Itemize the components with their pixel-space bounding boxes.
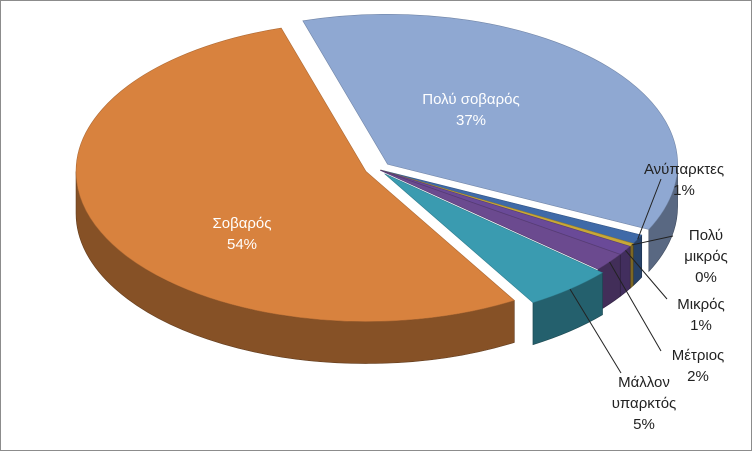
slice-label-polu-mikros-name-2: μικρός [684, 248, 728, 265]
slice-label-metrios-name: Μέτριος [671, 347, 725, 364]
slice-label-anyparktes-value: 1% [673, 182, 695, 199]
leader-line-ανύπαρκτες [637, 178, 662, 240]
slice-label-mallon-yparktos-name-1: Μάλλον [618, 374, 670, 391]
slice-label-polu-sovaros-value: 37% [455, 112, 487, 129]
slice-label-anyparktes-name: Ανύπαρκτες [643, 161, 725, 178]
pie-slice-μάλλον-υπαρκτός [384, 173, 604, 304]
slice-label-sovaros-name: Σοβαρός [212, 215, 272, 232]
slice-label-mikros-name: Μικρός [677, 296, 725, 313]
slice-label-sovaros: Σοβαρός 54% [177, 213, 307, 255]
pie-slice-πολύ-σοβαρός [302, 13, 678, 230]
leader-line-μέτριος [609, 261, 662, 352]
slice-label-mikros: Μικρός 1% [661, 294, 741, 336]
slice-label-sovaros-value: 54% [226, 236, 258, 253]
pie-top-faces [75, 13, 678, 322]
slice-label-polu-mikros-name-1: Πολύ [688, 227, 724, 244]
slice-label-polu-sovaros-name: Πολύ σοβαρός [422, 91, 520, 108]
slice-label-mikros-value: 1% [690, 317, 712, 334]
slice-label-polu-mikros-value: 0% [695, 269, 717, 286]
leader-line-πολύ-μικρός [631, 235, 674, 246]
slice-label-metrios-value: 2% [687, 368, 709, 385]
slice-label-polu-sovaros: Πολύ σοβαρός 37% [401, 89, 541, 131]
slice-label-mallon-yparktos-name-2: υπαρκτός [611, 395, 677, 412]
leader-line-μάλλον-υπαρκτός [569, 288, 622, 374]
pie-slice-σοβαρός [75, 27, 515, 322]
leader-lines [569, 178, 674, 374]
slice-label-metrios: Μέτριος 2% [653, 345, 743, 387]
slice-label-mallon-yparktos-value: 5% [633, 416, 655, 433]
pie-wall-πολύ-μικρός [629, 242, 634, 289]
slice-label-mallon-yparktos: Μάλλον υπαρκτός 5% [589, 372, 699, 435]
slice-label-anyparktes: Ανύπαρκτες 1% [629, 159, 739, 201]
pie-side-walls [75, 164, 678, 364]
slice-label-polu-mikros: Πολύ μικρός 0% [671, 225, 741, 288]
leader-line-μικρός [625, 250, 668, 300]
